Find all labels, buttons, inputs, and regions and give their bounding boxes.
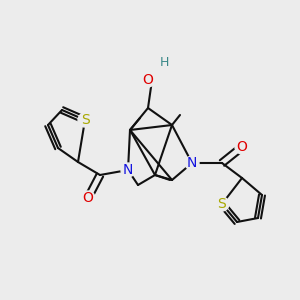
Text: O: O <box>237 140 248 154</box>
Text: O: O <box>142 73 153 87</box>
Circle shape <box>185 156 199 170</box>
Text: O: O <box>82 191 93 205</box>
Circle shape <box>235 140 249 154</box>
Text: N: N <box>187 156 197 170</box>
Circle shape <box>215 197 229 211</box>
Circle shape <box>81 191 95 205</box>
Text: H: H <box>159 56 169 68</box>
Text: S: S <box>218 197 226 211</box>
Text: N: N <box>123 163 133 177</box>
Circle shape <box>121 163 135 177</box>
Text: S: S <box>81 113 89 127</box>
Circle shape <box>141 73 155 87</box>
Circle shape <box>78 113 92 127</box>
